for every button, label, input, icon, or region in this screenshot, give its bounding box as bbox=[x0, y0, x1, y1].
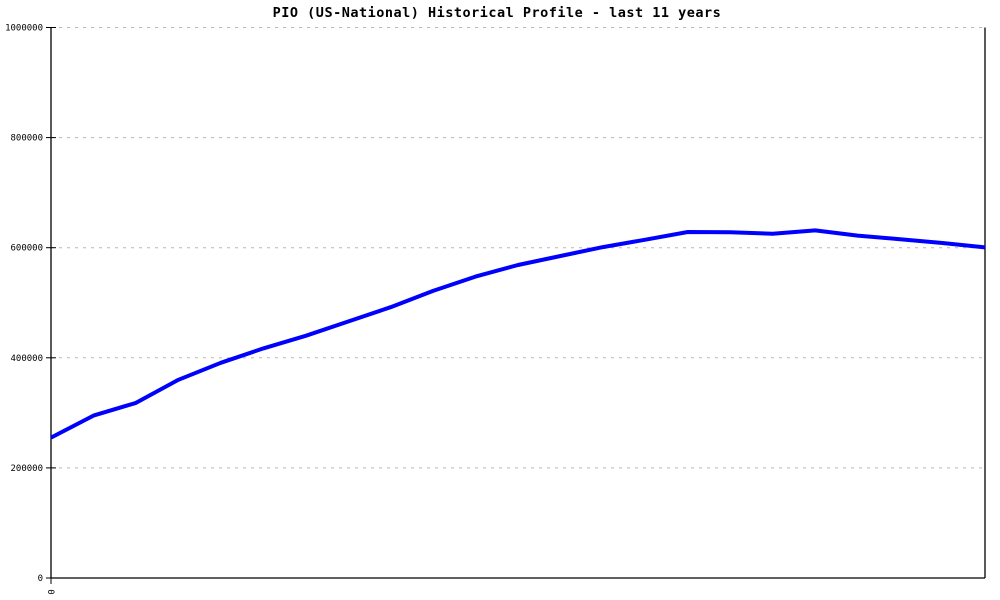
y-tick-label-0: 0 bbox=[38, 574, 43, 584]
chart-title: PIO (US-National) Historical Profile - l… bbox=[272, 5, 722, 21]
y-tick-label-200000: 200000 bbox=[10, 464, 43, 474]
x-tick-label-0: 0 bbox=[45, 589, 55, 594]
x-axis-ticks: 0 bbox=[45, 578, 55, 595]
gridlines bbox=[51, 27, 985, 469]
series-line-pio-us-national- bbox=[50, 228, 986, 440]
axes bbox=[50, 27, 986, 579]
y-tick-label-600000: 600000 bbox=[10, 244, 43, 254]
y-tick-label-400000: 400000 bbox=[10, 354, 43, 364]
y-tick-label-1000000: 1000000 bbox=[5, 24, 43, 34]
y-axis-ticks: 0 200000 400000 600000 800000 1000000 bbox=[5, 24, 56, 584]
y-tick-label-800000: 800000 bbox=[10, 134, 43, 144]
